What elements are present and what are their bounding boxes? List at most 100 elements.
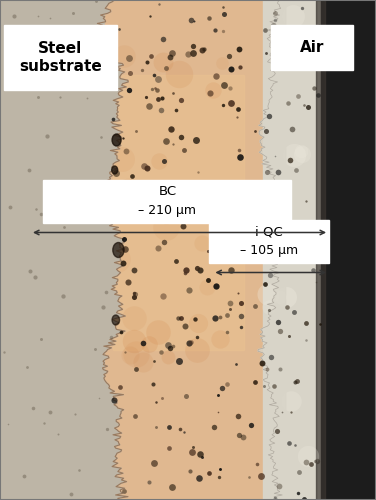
Point (117, 190, 123, 198)
Point (213, 282, 219, 290)
Point (170, 342, 176, 349)
Point (11, 12, 17, 20)
Point (308, 460, 314, 468)
Point (262, 26, 268, 34)
Point (1, 348, 7, 356)
Point (196, 474, 202, 482)
Point (186, 286, 192, 294)
Bar (271, 25, 353, 70)
Point (284, 303, 290, 311)
Point (130, 266, 136, 274)
Point (211, 423, 217, 431)
Point (265, 206, 271, 214)
Point (35, 94, 41, 102)
Text: – 105 μm: – 105 μm (240, 244, 298, 257)
Point (47, 408, 53, 416)
Point (302, 101, 308, 109)
Point (220, 101, 226, 109)
Point (177, 132, 183, 140)
Point (61, 223, 67, 231)
Point (182, 269, 188, 277)
Point (114, 169, 120, 177)
Point (206, 470, 212, 478)
Point (299, 4, 305, 12)
Point (98, 132, 104, 140)
Point (188, 16, 194, 24)
Point (252, 128, 258, 136)
Point (272, 236, 278, 244)
Point (169, 482, 175, 490)
Point (221, 10, 227, 18)
Point (302, 54, 308, 62)
Circle shape (102, 196, 108, 204)
Point (132, 412, 138, 420)
Point (121, 348, 127, 356)
Point (272, 16, 278, 24)
Point (103, 288, 109, 296)
Point (127, 70, 133, 78)
Point (159, 94, 165, 102)
Point (220, 4, 226, 12)
Point (155, 244, 161, 252)
Point (122, 245, 128, 253)
Text: i-QC: i-QC (255, 226, 283, 238)
Point (194, 333, 200, 341)
Point (155, 95, 161, 103)
Point (131, 288, 137, 296)
Point (44, 132, 50, 140)
Point (38, 335, 44, 343)
Point (5, 420, 11, 428)
Point (272, 8, 278, 16)
Point (238, 299, 244, 307)
Point (290, 12, 296, 20)
Point (123, 147, 129, 155)
Point (161, 156, 167, 164)
Point (305, 452, 311, 460)
Point (318, 254, 324, 262)
Point (181, 428, 187, 436)
Point (38, 210, 44, 218)
Point (133, 364, 139, 372)
Bar (316, 0, 325, 500)
Point (72, 410, 78, 418)
Point (5, 67, 11, 75)
Point (210, 86, 216, 94)
Point (57, 93, 63, 101)
Point (311, 84, 317, 92)
Point (174, 314, 180, 322)
Point (100, 304, 106, 312)
Point (176, 356, 182, 364)
Point (146, 340, 152, 348)
Point (83, 94, 89, 102)
Point (130, 337, 136, 345)
Point (295, 489, 301, 497)
Point (212, 314, 218, 322)
Point (149, 86, 155, 94)
Point (148, 52, 154, 60)
Point (298, 147, 304, 155)
Point (186, 340, 192, 347)
Point (288, 397, 294, 405)
Point (226, 52, 232, 60)
Point (215, 392, 221, 400)
Point (117, 25, 123, 33)
Point (275, 168, 281, 176)
Point (121, 52, 127, 60)
Point (284, 294, 290, 302)
Point (292, 442, 298, 450)
Point (30, 404, 36, 412)
Point (181, 146, 187, 154)
Point (236, 146, 242, 154)
Point (253, 255, 259, 263)
Point (154, 86, 160, 94)
Point (277, 293, 283, 301)
Point (166, 424, 172, 432)
Point (234, 114, 240, 122)
Point (235, 289, 241, 297)
Point (183, 392, 189, 400)
Point (301, 494, 307, 500)
Point (125, 186, 131, 194)
Point (70, 10, 76, 18)
Point (93, 0, 99, 5)
Point (141, 162, 147, 170)
